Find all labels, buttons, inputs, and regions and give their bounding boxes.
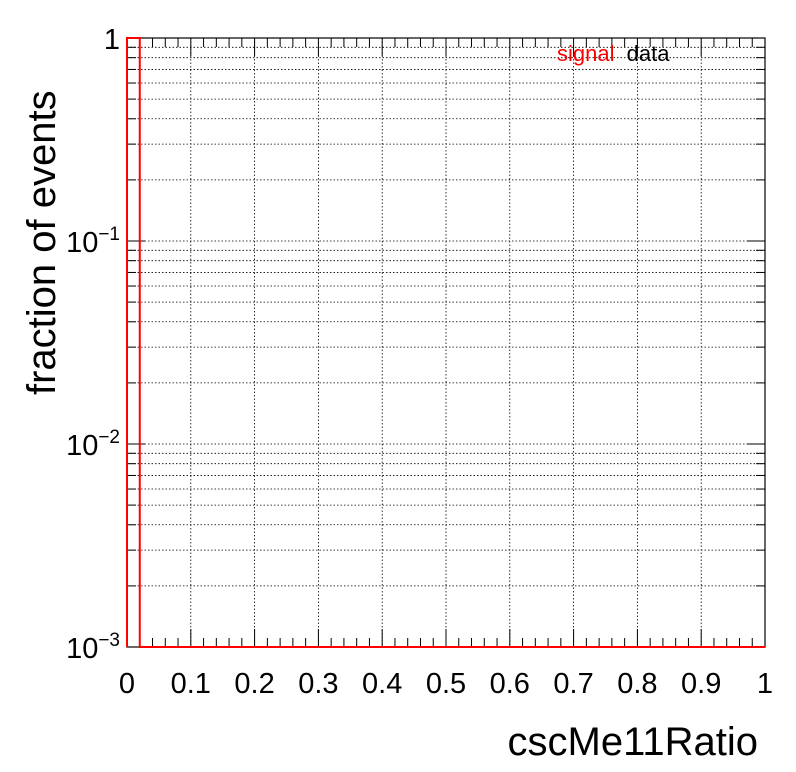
x-tick-label: 0.6	[490, 668, 530, 700]
x-tick-labels: 0 0.1 0.2 0.3 0.4 0.5 0.6 0.7 0.8 0.9 1	[119, 668, 773, 700]
y-tick-label: 10−1	[66, 224, 120, 259]
x-tick-label: 0.5	[426, 668, 466, 700]
x-tick-label: 0.9	[681, 668, 721, 700]
legend-signal: signal	[557, 41, 614, 66]
y-tick-labels: 1 10−1 10−2 10−3	[66, 24, 120, 665]
x-tick-label: 0.4	[362, 668, 402, 700]
x-tick-label: 0	[119, 668, 135, 700]
x-tick-label: 1	[757, 668, 773, 700]
x-tick-label: 0.1	[171, 668, 211, 700]
axis-ticks	[126, 38, 766, 648]
y-tick-label: 10−2	[66, 427, 120, 462]
legend-data: data	[627, 41, 671, 66]
y-tick-label: 1	[104, 24, 120, 56]
x-axis-label: cscMe11Ratio	[508, 720, 758, 764]
grid	[127, 38, 765, 647]
series-layer	[126, 37, 765, 648]
x-tick-label: 0.2	[234, 668, 274, 700]
x-tick-label: 0.3	[298, 668, 338, 700]
y-tick-label: 10−3	[66, 630, 120, 665]
x-tick-label: 0.8	[617, 668, 657, 700]
legend: signal data	[557, 41, 670, 66]
y-axis-label: fraction of events	[20, 90, 64, 395]
x-tick-label: 0.7	[553, 668, 593, 700]
series-signal	[126, 37, 765, 648]
